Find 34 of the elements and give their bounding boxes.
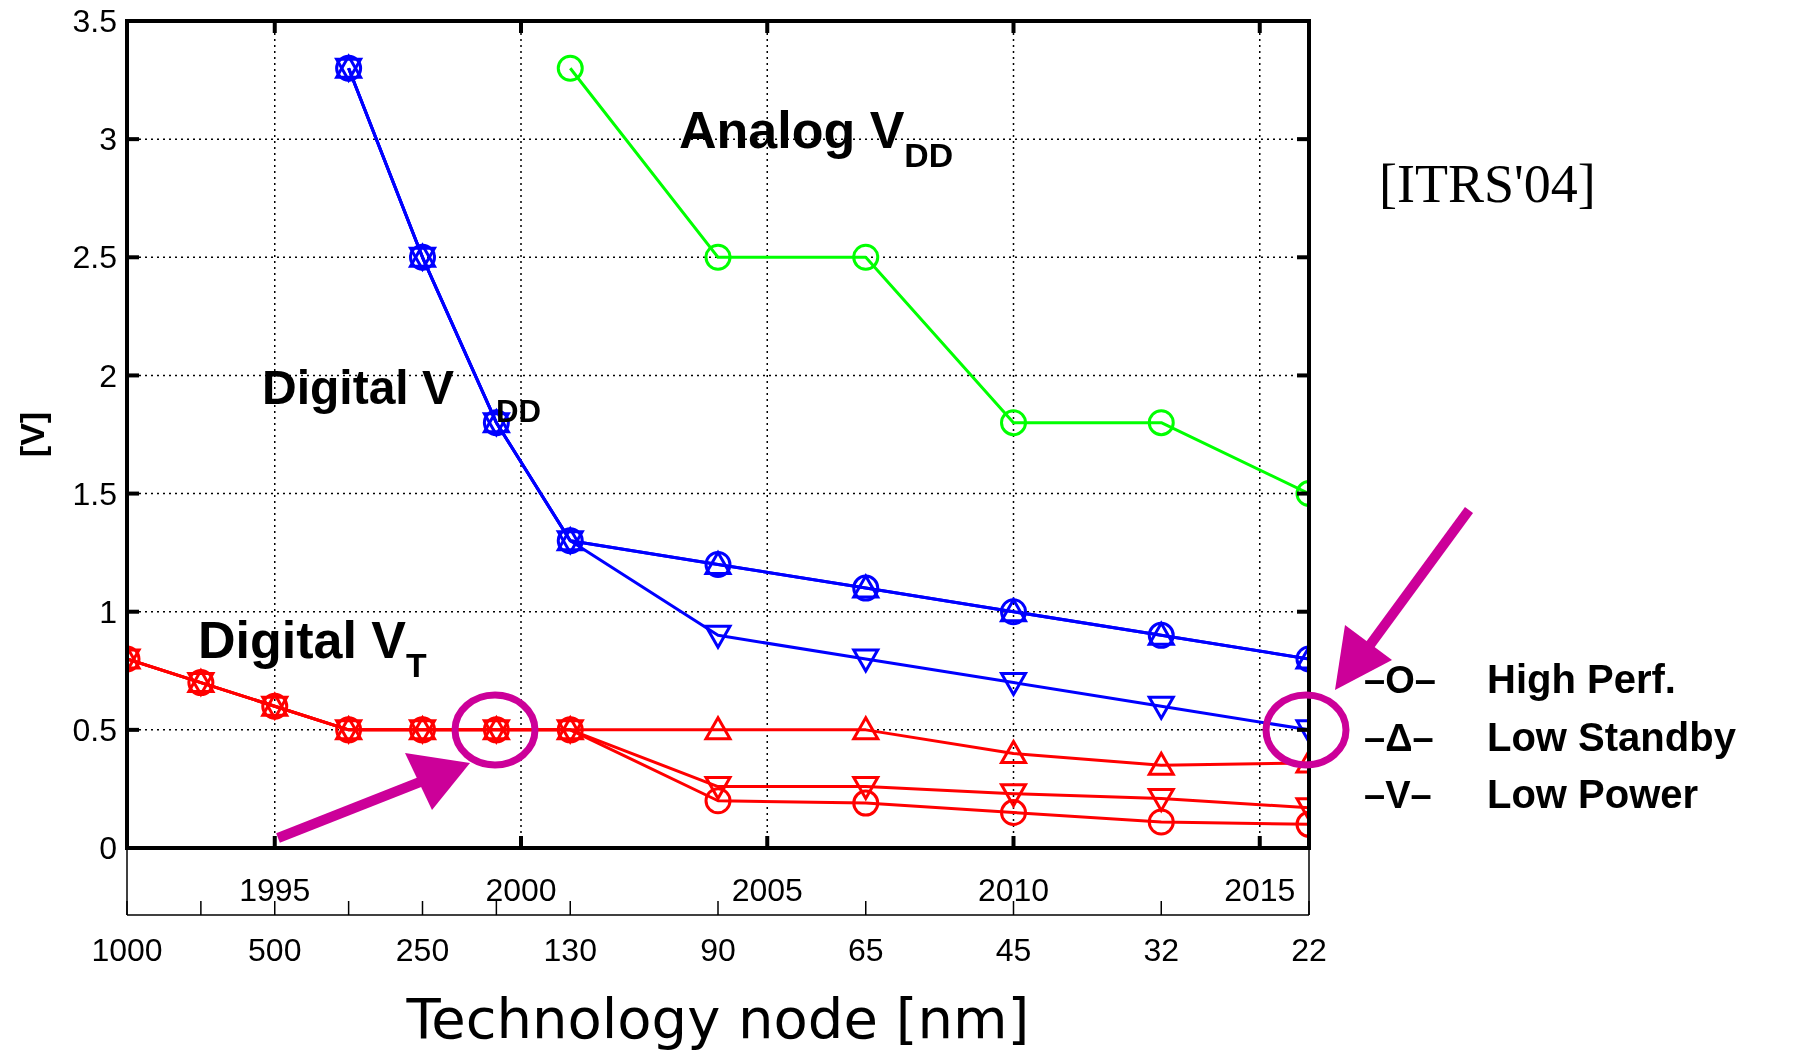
annotation: 1000 [91, 932, 163, 969]
annotation: Analog V$_{DD}$ [679, 101, 954, 174]
annotation: 32 [1143, 932, 1180, 969]
annotation: 90 [700, 932, 736, 969]
text: Low Power [1487, 772, 1699, 816]
x-tick-label: 2000 [485, 872, 557, 909]
text: Low Standby [1487, 715, 1737, 759]
y-tick-label: 1 [99, 593, 117, 630]
y-tick-label: 0.5 [72, 712, 117, 749]
x-tick-label: 2015 [1224, 872, 1296, 909]
x-axis-title: Technology node [nm] [405, 986, 1030, 1051]
y-tick-label: 1.5 [72, 475, 117, 512]
x-tick-label: 1995 [239, 872, 311, 909]
x-tick-label: 2010 [977, 872, 1050, 909]
y-tick-label: 3 [99, 121, 117, 158]
annotation: 65 [847, 932, 884, 969]
y-axis-title: [V] [13, 411, 51, 458]
y-tick-label: 3.5 [72, 3, 117, 40]
annotation: Digital V$_{DD}$ [262, 361, 542, 429]
y-tick-label: 0 [99, 830, 117, 867]
y-tick-label: 2.5 [72, 239, 117, 276]
annotation: 45 [995, 932, 1032, 969]
text: [ITRS'04] [1379, 154, 1596, 214]
annotation: Digital V$_{T}$ [198, 611, 428, 684]
text: –O– [1364, 659, 1436, 701]
y-tick-label: 2 [99, 357, 117, 394]
annotation: 22 [1291, 932, 1327, 969]
text: –Δ– [1364, 717, 1434, 759]
annotation: 500 [248, 932, 302, 969]
annotation: 250 [395, 932, 450, 969]
x-tick-label: 2005 [731, 872, 803, 909]
annotation: 130 [543, 932, 597, 969]
text: High Perf. [1487, 657, 1676, 701]
text: –V– [1364, 774, 1432, 816]
